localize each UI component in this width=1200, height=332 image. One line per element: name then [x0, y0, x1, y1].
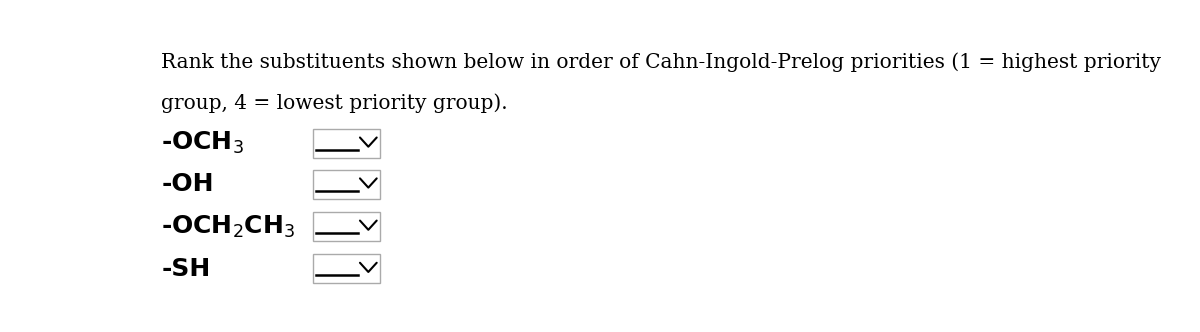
Text: -OCH$_2$CH$_3$: -OCH$_2$CH$_3$ — [161, 213, 295, 240]
FancyBboxPatch shape — [313, 254, 379, 283]
Text: Rank the substituents shown below in order of Cahn-Ingold-Prelog priorities (1 =: Rank the substituents shown below in ord… — [161, 52, 1162, 72]
FancyBboxPatch shape — [313, 129, 379, 158]
Text: -OH: -OH — [161, 172, 214, 196]
FancyBboxPatch shape — [313, 212, 379, 241]
Text: group, 4 = lowest priority group).: group, 4 = lowest priority group). — [161, 94, 508, 113]
Text: -OCH$_3$: -OCH$_3$ — [161, 130, 244, 156]
FancyBboxPatch shape — [313, 170, 379, 199]
Text: -SH: -SH — [161, 257, 210, 281]
